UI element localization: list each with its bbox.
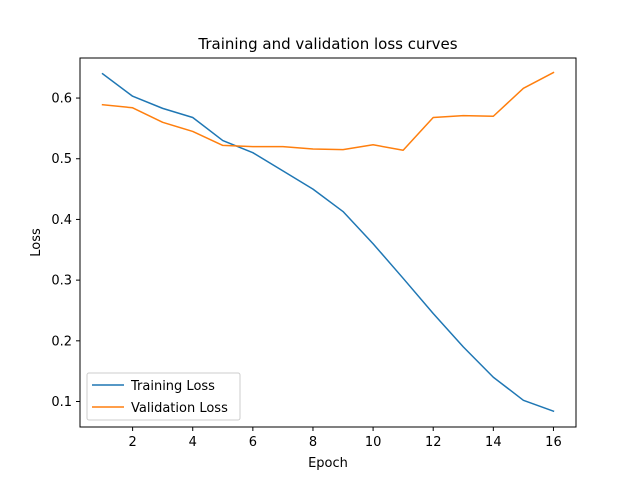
y-tick-label: 0.1	[51, 395, 72, 410]
x-axis-label: Epoch	[308, 456, 348, 471]
y-tick-label: 0.5	[51, 152, 72, 167]
validation-loss-line	[101, 71, 555, 151]
y-axis-label: Loss	[29, 228, 44, 257]
y-tick-label: 0.2	[51, 334, 72, 349]
x-tick-label: 8	[309, 435, 317, 450]
legend-frame	[86, 372, 241, 421]
y-tick-label: 0.6	[51, 92, 72, 107]
training-loss-line	[101, 72, 555, 413]
x-axis-ticks: 2 4 6 8 10 12 14 16	[128, 427, 562, 450]
y-tick-label: 0.3	[51, 274, 72, 289]
legend-label-training: Training Loss	[130, 379, 215, 394]
x-tick-label: 12	[425, 435, 442, 450]
chart-title: Training and validation loss curves	[197, 35, 457, 53]
legend-label-validation: Validation Loss	[131, 401, 228, 416]
plot-content	[101, 71, 555, 413]
legend: Training Loss Validation Loss	[86, 372, 241, 421]
x-tick-label: 14	[485, 435, 502, 450]
plot-frame	[79, 57, 577, 428]
y-tick-label: 0.4	[51, 213, 72, 228]
x-tick-label: 4	[189, 435, 197, 450]
x-tick-label: 6	[249, 435, 257, 450]
x-tick-label: 10	[365, 435, 382, 450]
x-tick-label: 16	[545, 435, 562, 450]
x-tick-label: 2	[128, 435, 136, 450]
y-axis-ticks: 0.1 0.2 0.3 0.4 0.5 0.6	[51, 92, 80, 410]
